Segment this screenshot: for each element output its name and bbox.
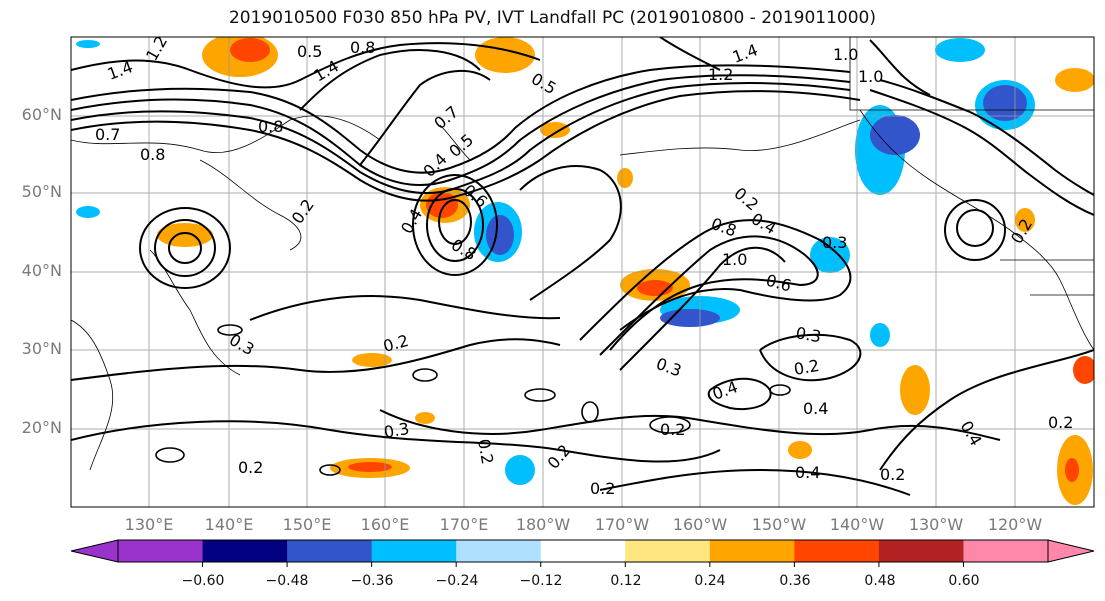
contour-label: 0.3 [794,323,822,346]
contour-label: 0.3 [382,419,410,442]
shade-orange [1015,208,1035,232]
colorbar-tick-label: 0.48 [864,573,896,589]
colorbar-tick-label: −0.36 [350,573,394,589]
lon-label: 140°W [829,515,885,534]
pv-contours [71,37,1094,496]
contour-label: 1.0 [858,67,883,86]
contour-label: 0.4 [803,399,828,418]
colorbar-tick-label: 0.36 [779,573,811,589]
shade-blue [935,38,985,62]
lat-label: 20°N [21,418,62,437]
colorbar-tick-label: 0.12 [610,573,642,589]
colorbar-extend-min [70,539,119,563]
contour-label: 0.2 [792,356,820,379]
shade-darkblue [486,215,514,255]
colorbar-swatch [878,540,964,562]
colorbar-tick-label: −0.12 [519,573,563,589]
lon-label: 150°E [282,515,332,534]
shade-orange [352,353,392,367]
lon-label: 160°E [360,515,410,534]
colorbar-swatch [794,540,880,562]
map-title: 2019010500 F030 850 hPa PV, IVT Landfall… [228,8,876,28]
lon-label: 170°E [439,515,489,534]
lon-label: 130°W [908,515,964,534]
colorbar-swatch [456,540,542,562]
shade-red [1065,458,1079,482]
contour-label: 0.8 [258,117,283,136]
colorbar-tick-label: −0.60 [181,573,225,589]
colorbar-tick-label: 0.60 [948,573,980,589]
colorbar-swatch [540,540,626,562]
colorbar-swatch [709,540,795,562]
contour-label: 0.4 [795,463,820,482]
colorbar [70,539,1095,567]
shade-red [348,462,392,472]
shade-red [230,38,270,62]
contour-label: 0.5 [297,42,322,61]
colorbar-swatch [625,540,711,562]
lon-label: 150°W [751,515,807,534]
contour-label: 1.2 [708,65,733,84]
contour-label: 1.0 [833,45,858,64]
lon-label: 180°W [515,515,571,534]
lon-label: 130°E [124,515,174,534]
lat-label: 60°N [21,105,62,124]
shade-blue [76,206,100,218]
contour-label: 1.0 [722,250,747,269]
coastlines [71,37,1094,471]
contour-label: 0.2 [474,437,497,465]
contour-label: 0.7 [95,125,120,144]
lon-label: 140°E [204,515,254,534]
contour-label: 0.8 [140,145,165,164]
map-frame [70,36,1095,508]
shade-orange [1055,68,1094,92]
lat-label: 30°N [21,339,62,358]
colorbar-tick-label: 0.24 [694,573,726,589]
colorbar-swatch [963,540,1049,562]
contour-label: 0.2 [590,479,615,498]
contour-label: 0.3 [822,233,847,252]
contour-label: 0.2 [1048,413,1073,432]
colorbar-tick-label: −0.48 [265,573,309,589]
lat-label: 50°N [21,182,62,201]
colorbar-extend-max [1047,539,1095,563]
lon-label: 170°W [594,515,650,534]
shade-blue [76,40,100,48]
shade-orange [900,365,930,415]
lon-label: 160°W [672,515,728,534]
shade-blue [870,323,890,347]
contour-label: 0.8 [350,38,375,57]
shade-orange [415,412,435,424]
colorbar-tick-label: −0.24 [435,573,479,589]
shade-orange [475,37,535,73]
shade-orange [617,168,633,188]
small-contours [155,324,791,476]
shade-orange [1073,356,1094,384]
contour-label: 0.2 [660,420,685,439]
shade-darkblue [983,85,1027,121]
contour-label: 0.2 [238,458,263,477]
contour-label: 0.2 [880,465,905,484]
lat-label: 40°N [21,261,62,280]
colorbar-frame [117,539,1049,563]
colorbar-swatch [118,540,204,562]
shade-orange [540,122,570,138]
colorbar-swatch [287,540,373,562]
shade-blue [505,455,535,485]
shade-blue [810,237,850,273]
colorbar-swatch [371,540,457,562]
shade-orange [788,441,812,459]
colorbar-swatch [202,540,288,562]
shade-darkblue [660,309,720,327]
shade-darkblue [870,115,920,155]
lon-label: 120°W [987,515,1043,534]
